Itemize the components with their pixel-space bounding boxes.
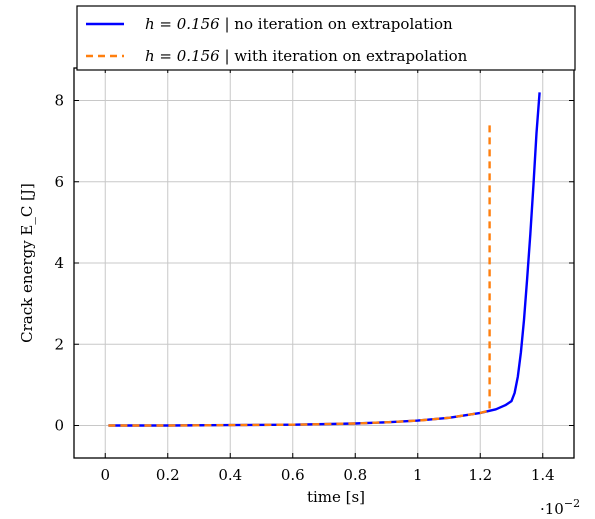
x-axis-label: time [s] — [307, 488, 365, 506]
y-tick-label: 4 — [54, 254, 64, 272]
grid — [74, 68, 574, 458]
x-tick-label: 0.8 — [343, 466, 367, 484]
x-tick-label: 0.2 — [156, 466, 180, 484]
x-tick-labels: 0 0.2 0.4 0.6 0.8 1 1.2 1.4 — [100, 466, 554, 484]
x-tick-label: 0.4 — [218, 466, 242, 484]
x-tick-label: 0.6 — [281, 466, 305, 484]
x-tick-label: 1 — [413, 466, 423, 484]
series-group — [108, 92, 541, 427]
series-line-no-iteration — [108, 92, 541, 427]
legend: h = 0.156 | no iteration on extrapolatio… — [76, 5, 576, 71]
legend-entry-no-iteration: h = 0.156 | no iteration on extrapolatio… — [145, 15, 453, 33]
legend-entry-with-iteration: h = 0.156 | with iteration on extrapolat… — [145, 47, 468, 65]
y-axis-label: Crack energy E_C [J] — [18, 183, 36, 343]
x-tick-label: 0 — [100, 466, 110, 484]
x-tick-label: 1.4 — [531, 466, 555, 484]
y-tick-labels: 0 2 4 6 8 — [54, 92, 64, 435]
y-tick-label: 0 — [54, 417, 64, 435]
x-axis-multiplier: ·10−2 — [540, 497, 580, 518]
x-tick-label: 1.2 — [468, 466, 492, 484]
y-tick-label: 8 — [54, 92, 64, 110]
y-tick-label: 6 — [54, 173, 64, 191]
series-line-with-iteration — [108, 120, 491, 427]
legend-box — [76, 5, 576, 71]
y-tick-label: 2 — [54, 335, 64, 353]
